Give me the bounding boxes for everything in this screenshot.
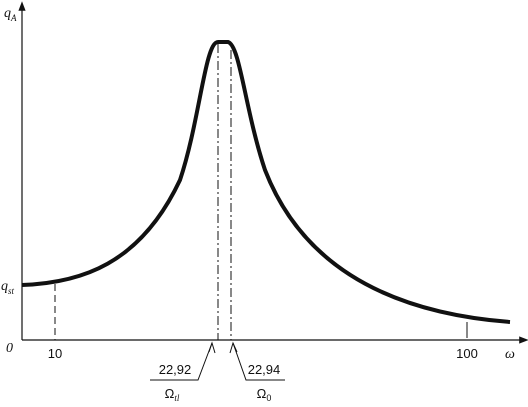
response-curve [21,40,511,324]
marker-value: 22,94 [248,362,281,377]
x-axis-label: ω [505,347,515,362]
origin-label: 0 [6,341,13,356]
leader-line [150,342,213,381]
marker-symbol: Ωtl [165,386,180,403]
marker-symbol: Ω0 [257,386,272,403]
y-axis-label: qA [4,6,17,23]
leader-arrow [229,341,238,354]
marker-value: 22,92 [159,362,192,377]
leader-line [232,342,285,381]
x-tick-label: 100 [456,346,478,361]
y-level-label: qst [1,279,15,296]
x-tick-label: 10 [48,346,62,361]
leader-arrow [208,341,216,354]
